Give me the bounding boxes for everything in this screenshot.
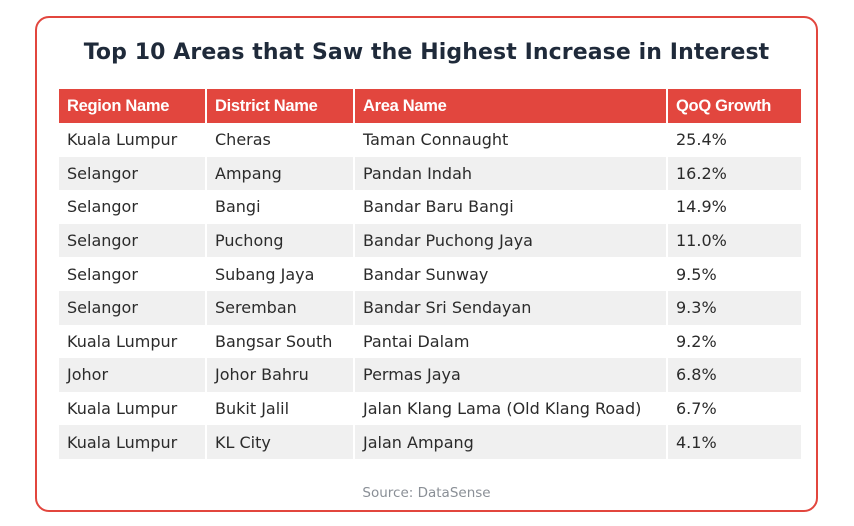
cell-district: Bukit Jalil <box>206 391 355 426</box>
cell-region: Selangor <box>59 223 207 258</box>
cell-growth: 25.4% <box>667 123 801 157</box>
cell-district: Seremban <box>206 290 355 325</box>
areas-table: Region Name District Name Area Name QoQ … <box>59 89 801 459</box>
table-row: Kuala Lumpur Bukit Jalil Jalan Klang Lama … <box>59 391 801 426</box>
cell-district: Bangsar South <box>206 324 355 359</box>
table-header-row: Region Name District Name Area Name QoQ … <box>59 89 801 123</box>
cell-area: Bandar Sunway <box>354 257 668 291</box>
table-row: Selangor Seremban Bandar Sri Sendayan 9.3% <box>59 290 801 325</box>
cell-area: Permas Jaya <box>354 358 668 392</box>
cell-area: Jalan Ampang <box>354 425 668 459</box>
table-row: Johor Johor Bahru Permas Jaya 6.8% <box>59 358 801 392</box>
table-row: Selangor Bangi Bandar Baru Bangi 14.9% <box>59 190 801 224</box>
table-row: Kuala Lumpur Cheras Taman Connaught 25.4% <box>59 123 801 157</box>
cell-area: Pantai Dalam <box>354 324 668 359</box>
cell-growth: 9.5% <box>667 257 801 291</box>
cell-growth: 14.9% <box>667 190 801 224</box>
column-header-district: District Name <box>206 89 355 123</box>
cell-area: Bandar Baru Bangi <box>354 190 668 224</box>
source-note: Source: DataSense <box>362 485 491 501</box>
page-title: Top 10 Areas that Saw the Highest Increa… <box>83 40 770 65</box>
cell-district: Subang Jaya <box>206 257 355 291</box>
cell-region: Selangor <box>59 257 207 291</box>
cell-area: Taman Connaught <box>354 123 668 157</box>
cell-district: Cheras <box>206 123 355 157</box>
cell-region: Kuala Lumpur <box>59 391 207 426</box>
table-row: Kuala Lumpur KL City Jalan Ampang 4.1% <box>59 425 801 459</box>
cell-growth: 4.1% <box>667 425 801 459</box>
table-row: Selangor Ampang Pandan Indah 16.2% <box>59 156 801 191</box>
cell-growth: 9.3% <box>667 290 801 325</box>
cell-region: Kuala Lumpur <box>59 324 207 359</box>
table-row: Kuala Lumpur Bangsar South Pantai Dalam 9.2… <box>59 324 801 359</box>
column-header-region: Region Name <box>59 89 207 123</box>
cell-district: Johor Bahru <box>206 358 355 392</box>
cell-district: Puchong <box>206 223 355 258</box>
infographic-card: Top 10 Areas that Saw the Highest Increa… <box>35 16 818 512</box>
cell-area: Pandan Indah <box>354 156 668 191</box>
table-row: Selangor Subang Jaya Bandar Sunway 9.5% <box>59 257 801 291</box>
cell-district: Bangi <box>206 190 355 224</box>
table-body: Kuala Lumpur Cheras Taman Connaught 25.4% Se… <box>59 123 801 459</box>
cell-area: Jalan Klang Lama (Old Klang Road) <box>354 391 668 426</box>
cell-region: Selangor <box>59 156 207 191</box>
cell-growth: 6.8% <box>667 358 801 392</box>
cell-growth: 9.2% <box>667 324 801 359</box>
cell-region: Kuala Lumpur <box>59 425 207 459</box>
cell-growth: 16.2% <box>667 156 801 191</box>
cell-area: Bandar Puchong Jaya <box>354 223 668 258</box>
cell-area: Bandar Sri Sendayan <box>354 290 668 325</box>
cell-region: Kuala Lumpur <box>59 123 207 157</box>
cell-district: Ampang <box>206 156 355 191</box>
cell-region: Selangor <box>59 290 207 325</box>
cell-growth: 6.7% <box>667 391 801 426</box>
cell-growth: 11.0% <box>667 223 801 258</box>
cell-district: KL City <box>206 425 355 459</box>
column-header-growth: QoQ Growth <box>667 89 801 123</box>
column-header-area: Area Name <box>354 89 668 123</box>
cell-region: Johor <box>59 358 207 392</box>
table-row: Selangor Puchong Bandar Puchong Jaya 11.0% <box>59 223 801 258</box>
cell-region: Selangor <box>59 190 207 224</box>
